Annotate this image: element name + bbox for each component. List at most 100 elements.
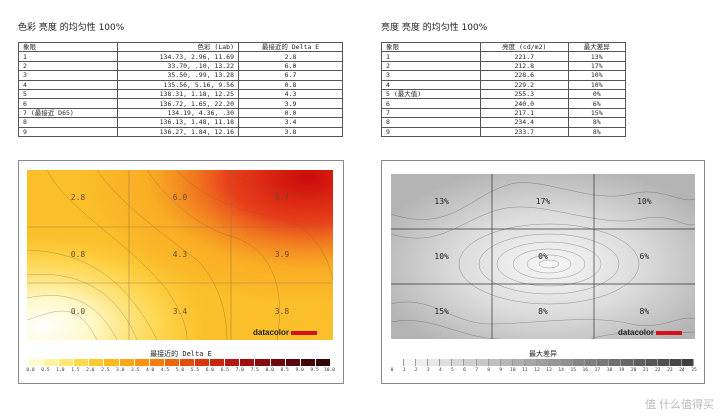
scale-swatch bbox=[300, 359, 316, 366]
scale-swatch bbox=[195, 359, 211, 366]
table-cell: 233.7 bbox=[480, 126, 569, 137]
scale-swatch bbox=[597, 359, 610, 366]
table-cell: 6.0 bbox=[238, 60, 343, 72]
quadrant-value: 15% bbox=[434, 306, 449, 316]
scale-tick: 5 bbox=[451, 368, 454, 373]
quadrant-value: 0% bbox=[538, 251, 548, 261]
table-cell: 4.3 bbox=[238, 88, 343, 100]
left-heatmap-panel: 2.8 6.0 6.7 0.8 4.3 3.9 0.0 3.4 3.8 datacolor 最接… bbox=[18, 160, 344, 384]
header-max-diff: 最大差异 bbox=[567, 41, 627, 53]
table-row: 1 134.73, 2.96, 11.69 2.8 bbox=[18, 51, 343, 62]
max-diff-gray-scale bbox=[392, 359, 694, 366]
table-cell: 134.73, 2.96, 11.69 bbox=[117, 51, 239, 62]
scale-tick: 8 bbox=[487, 368, 491, 373]
scale-swatch bbox=[561, 359, 574, 366]
table-cell: 7 bbox=[381, 107, 481, 119]
scale-swatch bbox=[573, 359, 586, 366]
scale-swatch bbox=[476, 359, 489, 366]
table-cell: 3.8 bbox=[238, 126, 343, 137]
table-cell: 33.70, .10, 13.22 bbox=[117, 60, 239, 72]
scale-swatch bbox=[621, 359, 634, 366]
scale-tick: 7 bbox=[475, 368, 478, 373]
scale-tick: 14 bbox=[558, 368, 564, 373]
scale-swatch bbox=[440, 359, 453, 366]
scale-tick: 4 bbox=[438, 368, 442, 373]
scale-swatch bbox=[512, 359, 525, 366]
scale-tick: 8.5 bbox=[280, 368, 289, 373]
table-cell: 136.27, 1.84, 12.16 bbox=[117, 126, 239, 137]
scale-swatch bbox=[44, 359, 60, 366]
scale-tick: 18 bbox=[606, 368, 613, 373]
scale-tick: 9.5 bbox=[310, 368, 319, 373]
table-cell: 221.7 bbox=[480, 51, 569, 62]
table-cell: 10% bbox=[567, 70, 627, 81]
delta-e-heatmap bbox=[27, 170, 333, 340]
scale-tick: 0 bbox=[390, 368, 394, 373]
table-cell: 15% bbox=[567, 107, 627, 119]
table-cell: 136.72, 1.65, 22.20 bbox=[117, 98, 239, 109]
table-cell: 6 bbox=[18, 98, 118, 109]
quadrant-value: 13% bbox=[434, 196, 449, 206]
scale-tick: 2 bbox=[414, 368, 418, 373]
scale-swatch bbox=[428, 359, 441, 366]
scale-tick: 1.0 bbox=[56, 368, 65, 373]
table-cell: 255.3 bbox=[480, 88, 569, 100]
quadrant-value: 6.0 bbox=[172, 193, 188, 203]
scale-tick: 21 bbox=[642, 368, 649, 373]
scale-swatch bbox=[645, 359, 658, 366]
scale-swatch bbox=[657, 359, 670, 366]
scale-swatch bbox=[536, 359, 550, 366]
header-luminance: 亮度 (cd/m2) bbox=[480, 41, 569, 53]
scale-tick: 0.0 bbox=[26, 368, 35, 373]
scale-swatch bbox=[149, 359, 165, 366]
table-cell: 2.8 bbox=[238, 51, 343, 62]
left-title: 色彩 亮度 的均匀性 100% bbox=[18, 23, 125, 33]
table-row: 4 135.56, 5.16, 9.56 0.8 bbox=[18, 79, 343, 90]
table-row: 4 229.2 10% bbox=[381, 79, 627, 90]
scale-tick: 3.5 bbox=[130, 368, 140, 373]
table-row: 6 240.0 6% bbox=[381, 98, 627, 109]
table-cell: 8 bbox=[381, 117, 481, 128]
table-cell: 3.4 bbox=[238, 117, 343, 128]
quadrant-value: 3.8 bbox=[274, 306, 290, 316]
quadrant-value: 10% bbox=[637, 196, 652, 206]
scale-tick: 1 bbox=[402, 368, 406, 373]
scale-tick: 5.0 bbox=[175, 368, 185, 373]
scale-swatch bbox=[488, 359, 501, 366]
watermark: 值 什么值得买 bbox=[644, 399, 714, 411]
scale-swatch bbox=[59, 359, 75, 366]
quadrant-value: 6% bbox=[639, 251, 650, 261]
right-heatmap-panel: 13% 17% 10% 10% 0% 6% 15% 8% 8% datacolor 最大差异 0… bbox=[381, 160, 705, 384]
scale-tick: 2.5 bbox=[101, 368, 110, 373]
table-cell: 13% bbox=[567, 51, 627, 62]
luminance-heatmap bbox=[391, 174, 695, 339]
right-title: 亮度 亮度 的均匀性 100% bbox=[381, 23, 488, 33]
scale-tick: 4.0 bbox=[145, 368, 155, 373]
table-cell: 3 bbox=[381, 70, 481, 81]
scale-tick: 24 bbox=[679, 368, 685, 373]
scale-tick: 25 bbox=[691, 368, 697, 373]
scale-swatch bbox=[585, 359, 598, 366]
delta-e-scale-ticks: 0.0 0.5 1.0 1.5 2.0 2.5 3.0 3.5 4.0 4.5 5.0 5.5 6.0 6… bbox=[23, 368, 337, 373]
table-cell: 3 bbox=[18, 70, 118, 81]
table-row: 2 33.70, .10, 13.22 6.0 bbox=[18, 60, 343, 72]
scale-swatch bbox=[74, 359, 90, 366]
header-delta-e: 最接近的 Delta E bbox=[238, 41, 343, 53]
quadrant-value: 3.4 bbox=[172, 306, 188, 316]
table-cell: 6.7 bbox=[238, 70, 343, 81]
table-cell: 212.8 bbox=[480, 60, 569, 72]
delta-e-scale-title: 最接近的 Delta E bbox=[150, 350, 212, 358]
header-lab: 色彩 (Lab) bbox=[117, 41, 239, 53]
table-row: 7 (最接近 D65) 134.19, 4.36, .30 0.0 bbox=[18, 107, 343, 119]
scale-swatch bbox=[210, 359, 226, 366]
table-row: 1 221.7 13% bbox=[381, 51, 627, 62]
table-cell: 0% bbox=[567, 88, 627, 100]
scale-tick: 0.5 bbox=[41, 368, 50, 373]
table-row: 2 212.8 17% bbox=[381, 60, 627, 72]
quadrant-value: 0.8 bbox=[70, 250, 86, 259]
table-row: 5 138.31, 1.18, 12.25 4.3 bbox=[18, 88, 343, 100]
scale-swatch bbox=[524, 359, 537, 366]
table-cell: 9 bbox=[18, 126, 118, 137]
table-cell: 7 (最接近 D65) bbox=[18, 107, 118, 119]
scale-tick: 13 bbox=[546, 368, 552, 373]
